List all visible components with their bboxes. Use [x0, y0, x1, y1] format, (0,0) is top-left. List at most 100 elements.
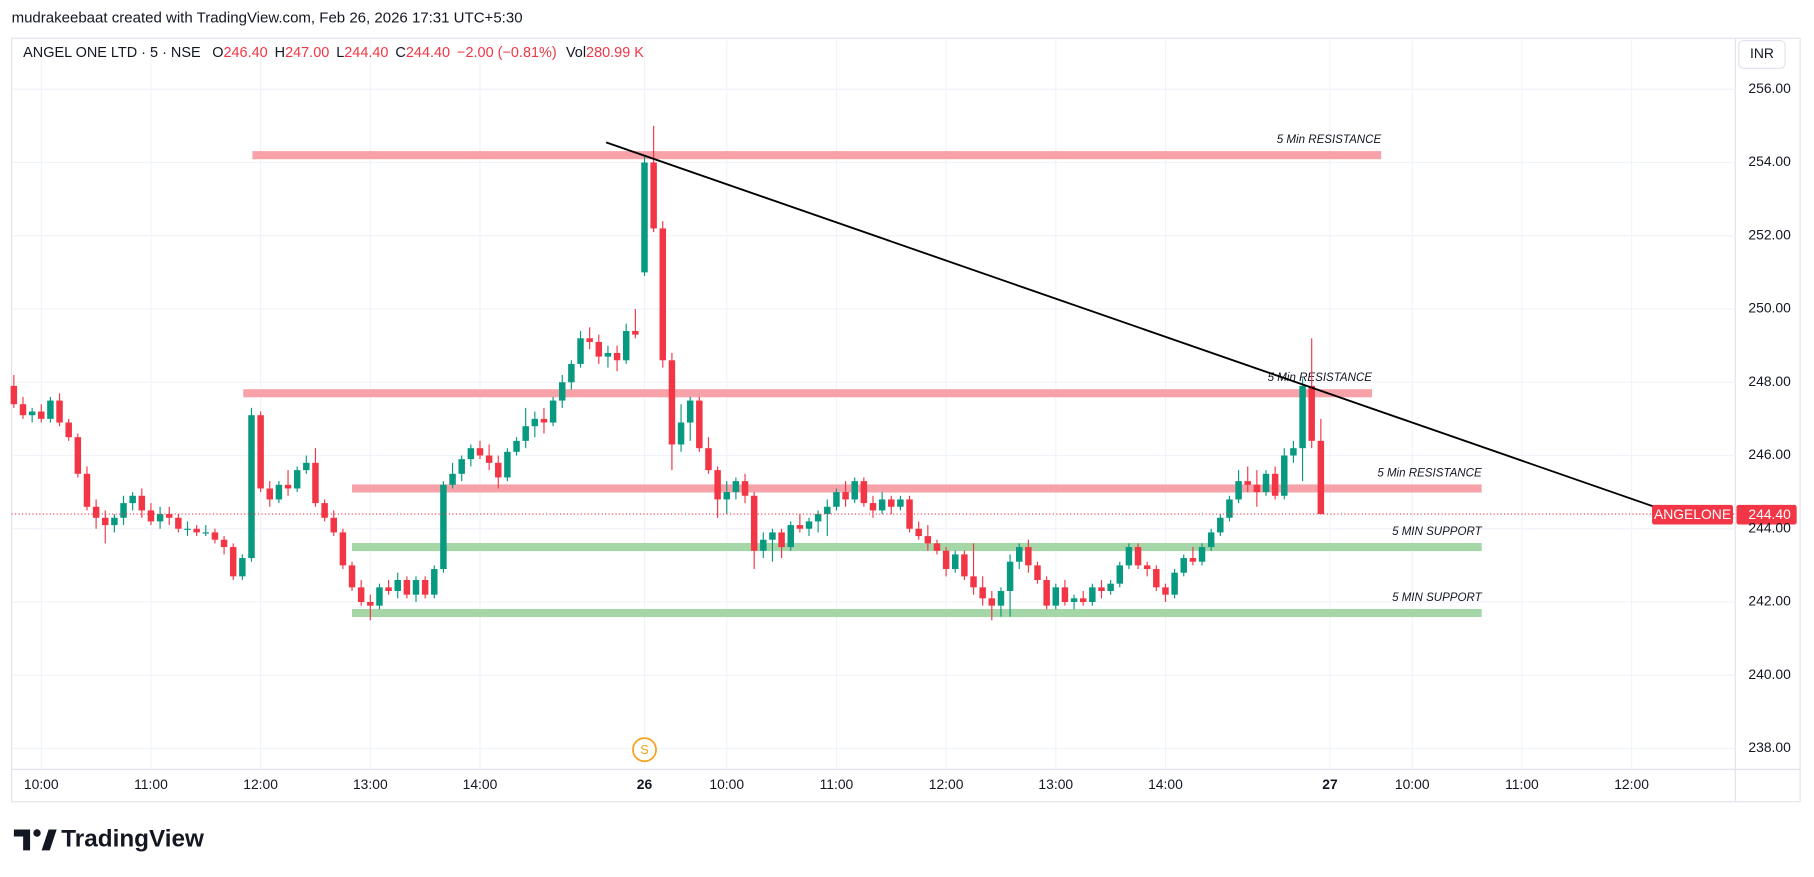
ticker-label: ANGELONE — [1654, 506, 1731, 522]
candle-body — [1171, 572, 1178, 595]
x-tick-label: 10:00 — [709, 776, 744, 792]
candle-body — [604, 352, 612, 357]
candle-body — [467, 448, 475, 460]
candle-body — [339, 532, 347, 566]
candle-body — [641, 162, 648, 273]
candle-body — [156, 514, 164, 522]
candle-body — [577, 338, 584, 364]
candle-body — [421, 580, 429, 595]
candle-body — [1061, 587, 1069, 602]
zone — [352, 543, 1482, 552]
candle-body — [1162, 587, 1169, 595]
candle-body — [686, 400, 694, 423]
x-tick-label: 12:00 — [1614, 776, 1649, 792]
candle-body — [659, 228, 667, 361]
candle-body — [878, 499, 886, 511]
candle-body — [1217, 517, 1224, 533]
zone — [243, 389, 1373, 398]
candle-body — [367, 601, 374, 606]
legend-key: Vol — [566, 45, 586, 61]
candle-body — [38, 411, 45, 419]
zone-label: 5 Min RESISTANCE — [1277, 134, 1382, 146]
candle-body — [952, 554, 959, 570]
candle-body — [111, 517, 118, 526]
candle-body — [824, 506, 831, 515]
candle-body — [211, 532, 219, 540]
grid — [11, 40, 1736, 770]
session-marker-label: S — [640, 742, 648, 757]
logo-text: TradingView — [61, 825, 204, 852]
candle-body — [897, 499, 904, 507]
candle-body — [540, 418, 548, 423]
zone — [352, 484, 1482, 493]
candle-body — [522, 426, 529, 441]
candle-body — [147, 510, 155, 522]
candle-body — [915, 528, 922, 537]
candle-body — [1262, 473, 1270, 493]
candle-body — [1308, 385, 1315, 441]
legend-value: 244.40 — [406, 45, 450, 61]
candle-body — [961, 554, 968, 577]
candle-body — [860, 481, 868, 504]
price-tag — [1736, 504, 1797, 525]
price-tag-label: 244.40 — [1748, 506, 1791, 522]
x-tick-label: 10:00 — [1395, 776, 1430, 792]
candle-body — [933, 543, 941, 551]
currency-box[interactable] — [1738, 39, 1786, 69]
candle-body — [74, 437, 82, 474]
candle-body — [1253, 484, 1261, 493]
candle-body — [769, 532, 776, 540]
candle-body — [888, 499, 895, 507]
candle-body — [229, 547, 237, 577]
candle-body — [750, 495, 758, 551]
x-tick-label: 14:00 — [463, 776, 498, 792]
y-tick-label: 246.00 — [1748, 446, 1791, 462]
candle-body — [357, 587, 365, 602]
candle-body — [47, 400, 54, 419]
candle-body — [56, 400, 63, 423]
candle-body — [1043, 580, 1050, 606]
candle-body — [595, 341, 603, 357]
candle-body — [796, 525, 804, 529]
legend-value: 244.40 — [344, 45, 388, 61]
candle-body — [28, 411, 36, 416]
candle-body — [778, 532, 785, 548]
zone — [352, 608, 1482, 618]
y-tick-label: 240.00 — [1748, 666, 1791, 682]
candle-body — [760, 539, 767, 551]
candle-body — [1271, 473, 1279, 496]
candle-body — [1116, 565, 1124, 584]
zone-label: 5 MIN SUPPORT — [1392, 526, 1483, 538]
candle-body — [284, 484, 292, 489]
candle-body — [120, 503, 127, 518]
chart-frame — [10, 37, 1801, 803]
zone — [252, 151, 1382, 160]
candle-body — [248, 415, 255, 559]
x-tick-label: 14:00 — [1148, 776, 1183, 792]
x-tick-label: 12:00 — [929, 776, 964, 792]
candle-body — [924, 536, 932, 544]
legend-value: 280.99 K — [586, 45, 644, 61]
candle-body — [1107, 583, 1114, 592]
candle-body — [165, 514, 173, 518]
candle-body — [1244, 481, 1251, 485]
zones: 5 Min RESISTANCE 5 Min RESISTANCE 5 Min RE… — [243, 134, 1483, 618]
candle-body — [65, 422, 72, 438]
candle-body — [83, 473, 91, 507]
candle-body — [988, 598, 996, 606]
candle-body — [1235, 481, 1242, 500]
candle-body — [696, 400, 703, 449]
candle-body — [312, 462, 319, 504]
trendline — [605, 141, 1655, 508]
candle-body — [193, 528, 200, 533]
candle-body — [732, 481, 740, 493]
candle-body — [138, 495, 146, 511]
candle-body — [504, 451, 511, 478]
x-tick-label: 13:00 — [353, 776, 388, 792]
x-tick-label: 13:00 — [1038, 776, 1073, 792]
legend-value: 246.40 — [223, 45, 267, 61]
candle-body — [906, 499, 913, 529]
candle-body — [485, 455, 493, 463]
candle-body — [431, 569, 438, 595]
candle-body — [202, 532, 210, 534]
